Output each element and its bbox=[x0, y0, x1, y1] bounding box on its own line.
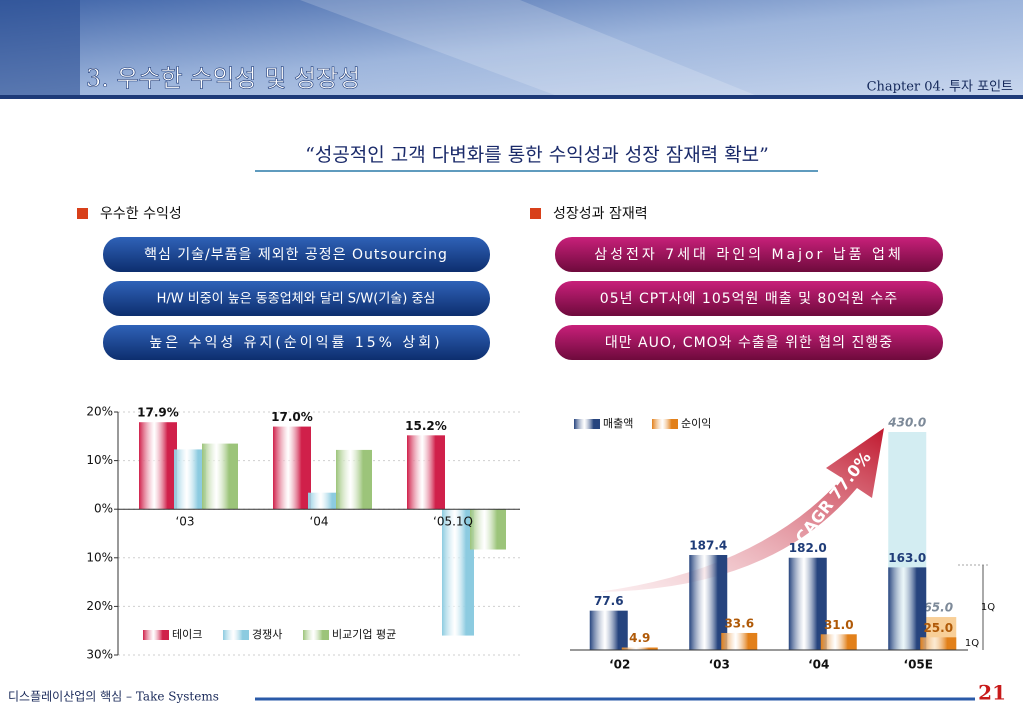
value-label: 430.0 bbox=[887, 416, 926, 430]
legend-label: 경쟁사 bbox=[252, 628, 282, 641]
y-tick-label: 10% bbox=[86, 453, 113, 467]
header-banner bbox=[0, 0, 1023, 97]
legend-swatch bbox=[143, 630, 169, 640]
left-pills: 핵심 기술/부품을 제외한 공정은 Outsourcing H/W 비중이 높은… bbox=[103, 237, 490, 360]
value-label: 182.0 bbox=[789, 541, 827, 555]
right-pills: 삼성전자 7세대 라인의 Major 납품 업체 05년 CPT사에 105억원… bbox=[555, 237, 943, 360]
bar bbox=[589, 610, 628, 650]
value-label: 25.0 bbox=[923, 621, 953, 635]
legend-swatch bbox=[223, 630, 249, 640]
pill bbox=[555, 281, 943, 316]
value-label: 65.0 bbox=[923, 601, 953, 615]
bar bbox=[920, 637, 957, 650]
legend-label: 테이크 bbox=[172, 628, 202, 641]
pill bbox=[555, 325, 943, 360]
value-label: 33.6 bbox=[724, 616, 754, 630]
header-title: 3. 우수한 수익성 및 성장성 bbox=[86, 65, 360, 93]
x-tick-label: ‘04 bbox=[808, 658, 829, 672]
value-label: 17.0% bbox=[271, 410, 313, 424]
pill bbox=[555, 237, 943, 272]
value-label: 4.9 bbox=[629, 631, 650, 645]
header-rule bbox=[0, 95, 1023, 99]
page-number: 21 bbox=[978, 681, 1006, 705]
x-tick-label: ‘04 bbox=[309, 515, 328, 529]
header-decor bbox=[0, 0, 80, 97]
y-tick-label: 30% bbox=[86, 648, 113, 662]
pill-text: 핵심 기술/부품을 제외한 공정은 Outsourcing bbox=[144, 247, 448, 263]
annotation: CAGR 77.0% bbox=[792, 448, 875, 547]
legend-swatch bbox=[574, 419, 600, 429]
pill-text: 대만 AUO, CMO와 수출을 위한 협의 진행중 bbox=[605, 335, 893, 351]
bar bbox=[139, 422, 177, 510]
value-label: 31.0 bbox=[824, 618, 854, 632]
cagr-arrow bbox=[598, 428, 884, 592]
x-tick-label: ‘05.1Q bbox=[433, 515, 473, 529]
bar bbox=[202, 443, 238, 510]
section-heading: 성장성과 잠재력 bbox=[553, 206, 648, 222]
bar bbox=[273, 426, 311, 510]
pill-text: 삼성전자 7세대 라인의 Major 납품 업체 bbox=[594, 247, 903, 263]
y-tick-label: 10% bbox=[86, 550, 113, 564]
bar bbox=[820, 634, 857, 650]
bar bbox=[442, 509, 474, 636]
annotation: 1Q bbox=[965, 638, 979, 649]
legend-label: 비교기업 평균 bbox=[332, 628, 396, 641]
value-label: 15.2% bbox=[405, 419, 447, 433]
header-chapter: Chapter 04. 투자 포인트 bbox=[867, 80, 1013, 95]
value-label: 163.0 bbox=[888, 551, 926, 565]
bullet bbox=[530, 208, 541, 219]
pill bbox=[103, 237, 490, 272]
bar bbox=[336, 449, 372, 510]
bar bbox=[407, 435, 445, 510]
x-tick-label: ‘03 bbox=[709, 658, 730, 672]
value-label: 187.4 bbox=[689, 538, 727, 552]
y-tick-label: 20% bbox=[86, 405, 113, 419]
annotation: 1Q bbox=[981, 602, 995, 613]
pill-text: 05년 CPT사에 105억원 매출 및 80억원 수주 bbox=[600, 291, 898, 307]
bullet bbox=[77, 208, 88, 219]
x-tick-label: ‘05E bbox=[904, 658, 933, 672]
bar bbox=[308, 492, 340, 510]
bar bbox=[888, 567, 927, 650]
x-tick-label: ‘03 bbox=[175, 515, 194, 529]
legend-label: 순이익 bbox=[681, 417, 711, 430]
bar bbox=[689, 554, 728, 650]
legend-swatch bbox=[303, 630, 329, 640]
bar bbox=[470, 509, 506, 550]
y-tick-label: 0% bbox=[94, 502, 113, 516]
value-label: 77.6 bbox=[594, 594, 624, 608]
section-heading: 우수한 수익성 bbox=[100, 206, 182, 222]
footer-text: 디스플레이산업의 핵심 – Take Systems bbox=[8, 690, 219, 704]
bar bbox=[788, 557, 827, 650]
bar bbox=[721, 632, 758, 650]
bar bbox=[174, 449, 206, 510]
y-tick-label: 20% bbox=[86, 599, 113, 613]
headline: “성공적인 고객 다변화를 통한 수익성과 성장 잠재력 확보” bbox=[305, 144, 769, 166]
pill-text: 높은 수익성 유지(순이익률 15% 상회) bbox=[149, 335, 442, 351]
x-tick-label: ‘02 bbox=[609, 658, 630, 672]
bar bbox=[621, 647, 658, 650]
pill bbox=[103, 325, 490, 360]
pill bbox=[103, 281, 490, 316]
legend-swatch bbox=[652, 419, 678, 429]
pill-text: H/W 비중이 높은 동종업체와 달리 S/W(기술) 중심 bbox=[157, 292, 436, 307]
value-label: 17.9% bbox=[137, 406, 179, 420]
header-decor bbox=[300, 0, 760, 97]
legend-label: 매출액 bbox=[603, 417, 633, 430]
